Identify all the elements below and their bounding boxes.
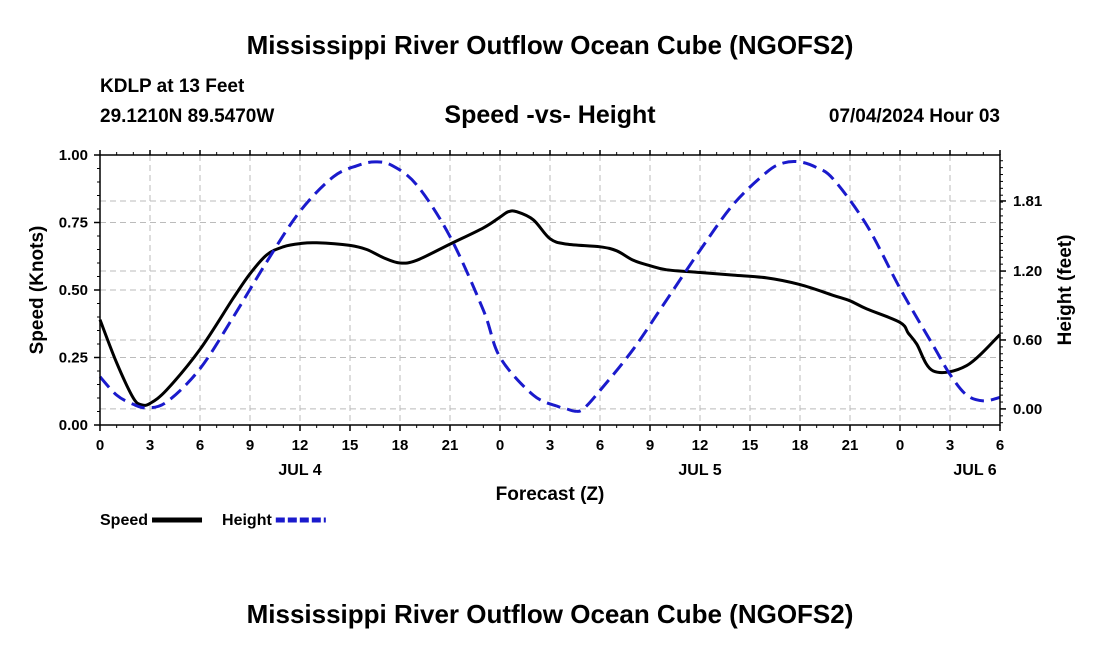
x-tick-label: 18 [392,437,409,454]
x-tick-label: 21 [842,437,859,454]
y-tick-label: 1.00 [59,147,88,164]
x-tick-label: 9 [646,437,654,454]
x-tick-label: 21 [442,437,459,454]
x-tick-label: 12 [692,437,709,454]
date-label: JUL 5 [678,462,721,479]
x-tick-label: 15 [342,437,359,454]
plot-series [98,159,1002,413]
x-tick-label: 0 [96,437,104,454]
footer-title: Mississippi River Outflow Ocean Cube (NG… [246,599,854,629]
date-label: JUL 6 [953,462,996,479]
forecast-datetime: 07/04/2024 Hour 03 [828,106,1000,127]
x-tick-label: 9 [246,437,254,454]
y2-tick-label: 0.00 [1013,401,1042,418]
legend-label: Height [222,512,272,529]
x-tick-label: 0 [896,437,904,454]
y2-tick-label: 1.81 [1013,193,1042,210]
y-tick-label: 0.75 [59,215,88,232]
x-tick-label: 12 [292,437,309,454]
legend-label: Speed [100,512,148,529]
chart-main-title: Mississippi River Outflow Ocean Cube (NG… [246,30,854,60]
x-tick-label: 6 [996,437,1004,454]
speed-series-line [98,209,1002,407]
date-label: JUL 4 [278,462,321,479]
x-tick-label: 3 [546,437,554,454]
chart-subtitle: Speed -vs- Height [444,101,656,129]
x-tick-label: 18 [792,437,809,454]
axes: 0 3 6 9 12 15 18 21 0 3 6 9 12 15 18 21 0 3 6 0.00 0.25 0.50 0… [59,147,1042,479]
x-tick-label: 6 [596,437,604,454]
y-tick-label: 0.00 [59,417,88,434]
y-tick-label: 0.25 [59,350,88,367]
station-label: KDLP at 13 Feet [100,76,245,97]
x-axis-label: Forecast (Z) [496,484,605,505]
y-axis-label: Speed (Knots) [27,226,48,355]
x-tick-label: 0 [496,437,504,454]
x-tick-label: 15 [742,437,759,454]
x-tick-label: 3 [946,437,954,454]
legend: Speed Height [100,512,326,529]
y2-tick-label: 0.60 [1013,332,1042,349]
y2-tick-label: 1.20 [1013,263,1042,280]
grid [100,155,1000,425]
station-coordinates: 29.1210N 89.5470W [100,106,275,127]
x-tick-label: 6 [196,437,204,454]
y2-axis-label: Height (feet) [1055,235,1076,346]
x-tick-label: 3 [146,437,154,454]
y-tick-label: 0.50 [59,282,88,299]
